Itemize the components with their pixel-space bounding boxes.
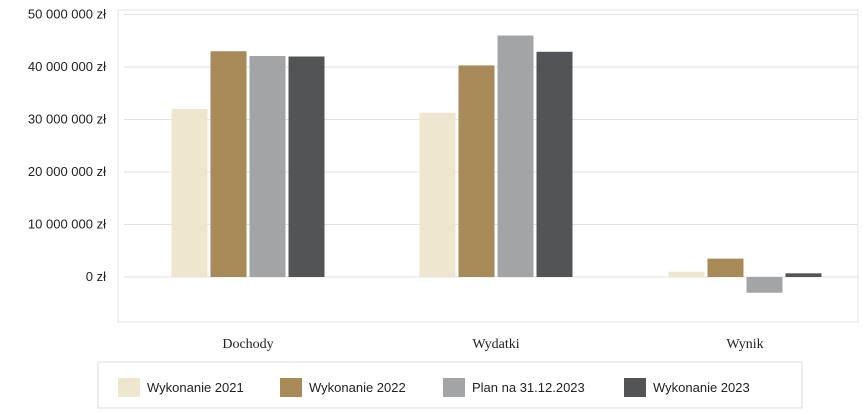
x-axis-category-labels: Dochody Wydatki Wynik: [222, 337, 763, 352]
bar: [536, 51, 573, 278]
bar: [707, 258, 744, 277]
bar: [288, 56, 325, 277]
legend-swatch: [624, 378, 646, 397]
y-tick-label: 40 000 000 zł: [28, 59, 106, 74]
bar: [458, 65, 495, 277]
legend-label: Wykonanie 2021: [147, 380, 244, 395]
y-tick-label: 0 zł: [86, 269, 106, 284]
y-tick-label: 50 000 000 zł: [28, 7, 106, 22]
legend-label: Wykonanie 2022: [309, 380, 406, 395]
y-tick-label: 10 000 000 zł: [28, 217, 106, 232]
y-axis-tick-labels: 0 zł 10 000 000 zł 20 000 000 zł 30 000 000…: [28, 7, 106, 285]
bar: [668, 271, 705, 277]
bar: [785, 273, 822, 277]
bar: [249, 55, 286, 277]
bar: [171, 109, 208, 277]
category-label: Dochody: [222, 337, 273, 352]
y-tick-label: 20 000 000 zł: [28, 164, 106, 179]
bar: [419, 112, 456, 277]
category-label: Wydatki: [472, 337, 519, 352]
legend-label: Plan na 31.12.2023: [472, 380, 585, 395]
legend-swatch: [118, 378, 140, 397]
y-tick-label: 30 000 000 zł: [28, 112, 106, 127]
category-label: Wynik: [726, 337, 763, 352]
legend: Wykonanie 2021 Wykonanie 2022 Plan na 31.1…: [118, 378, 750, 397]
legend-label: Wykonanie 2023: [653, 380, 750, 395]
legend-swatch: [443, 378, 465, 397]
bar: [746, 277, 783, 293]
legend-swatch: [280, 378, 302, 397]
bar: [210, 51, 247, 277]
bar: [497, 35, 534, 277]
bars: [171, 35, 822, 293]
